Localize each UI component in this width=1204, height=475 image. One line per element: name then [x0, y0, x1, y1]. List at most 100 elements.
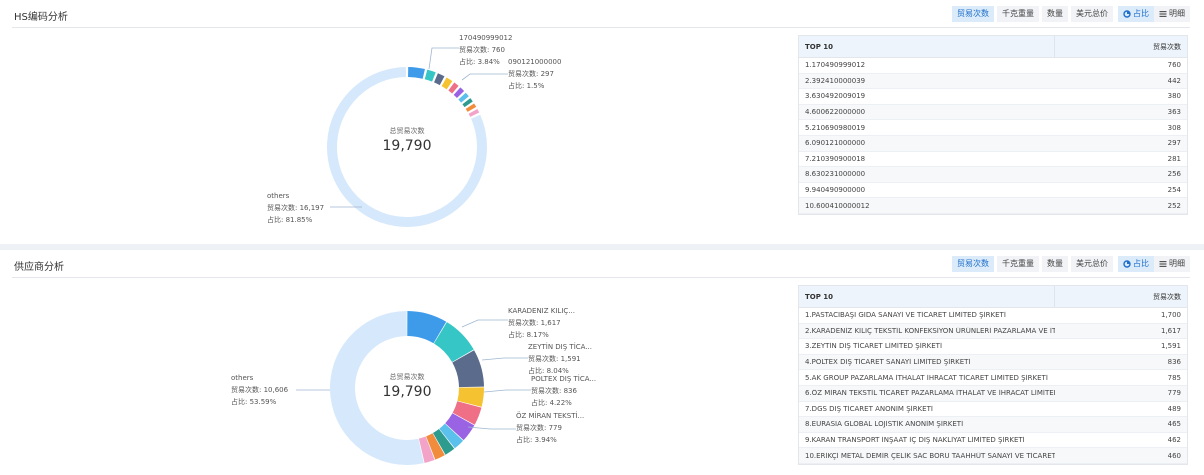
supplier-slice-7[interactable]: [439, 423, 464, 449]
supplier-annotation-2-name: ZEYTİN DIŞ TİCA...: [528, 343, 592, 351]
hs-table-row: 9.940490900000 254: [799, 183, 1187, 199]
supplier-slice-4[interactable]: [457, 387, 484, 407]
hs-row-value: 281: [1167, 154, 1181, 163]
supplier-row-label: 10.ERİKÇİ METAL DEMİR ÇELİK SAC BORU TAA…: [805, 451, 1055, 460]
supplier-annotation-others-pct: 占比: 53.59%: [231, 398, 277, 406]
hs-metric-weight-button[interactable]: 千克重量: [997, 6, 1039, 22]
supplier-annotation-others-count: 贸易次数: 10,606: [231, 386, 289, 394]
supplier-metric-quantity-button[interactable]: 数量: [1042, 256, 1068, 272]
supplier-donut-svg: [296, 311, 531, 465]
supplier-row-label: 7.DGS DIŞ TİCARET ANONİM ŞİRKETİ: [805, 404, 933, 413]
supplier-row-label: 1.PASTACIBAŞI GIDA SANAYİ VE TİCARET LİM…: [805, 311, 1006, 320]
supplier-table-row: 3.ZEYTİN DIŞ TİCARET LİMİTED ŞİRKETİ 1,59…: [799, 339, 1187, 355]
supplier-annotation-3-pct: 占比: 4.22%: [531, 399, 572, 407]
supplier-annotation-2: ZEYTİN DIŞ TİCA... 贸易次数: 1,591 占比: 8.04%: [528, 341, 592, 377]
hs-table-row: 4.600622000000 363: [799, 104, 1187, 121]
supplier-title-divider: [12, 277, 1190, 278]
hs-table-header: TOP 10 贸易次数: [799, 36, 1187, 58]
supplier-metric-weight-button[interactable]: 千克重量: [997, 256, 1039, 272]
list-icon: [1159, 11, 1167, 17]
hs-slice-4[interactable]: [441, 77, 453, 90]
hs-row-value: 254: [1167, 186, 1181, 195]
supplier-table-body: 1.PASTACIBAŞI GIDA SANAYİ VE TİCARET LİM…: [799, 308, 1187, 464]
hs-slice-6[interactable]: [453, 87, 465, 98]
hs-donut-center: 总贸易次数 19,790: [352, 126, 462, 154]
supplier-donut-center: 总贸易次数 19,790: [352, 372, 462, 400]
supplier-leader-line: [467, 426, 516, 430]
hs-row-label: 4.600622000000: [805, 108, 866, 117]
supplier-view-toggle: 占比 明细: [1118, 256, 1190, 272]
hs-row-value: 308: [1167, 123, 1181, 132]
supplier-annotation-2-pct: 占比: 8.04%: [528, 367, 569, 375]
supplier-row-value: 489: [1167, 404, 1181, 413]
supplier-table-row: 5.AK GROUP PAZARLAMA İTHALAT İHRACAT TİC…: [799, 370, 1187, 386]
hs-view-detail-button[interactable]: 明细: [1154, 6, 1190, 22]
supplier-table-row: 10.ERİKÇİ METAL DEMİR ÇELİK SAC BORU TAA…: [799, 448, 1187, 464]
supplier-row-value: 462: [1167, 436, 1181, 445]
hs-table-body: 1.170490999012 760 2.392410000039 442 3.6304…: [799, 58, 1187, 214]
supplier-annotation-4-name: ÖZ MİRAN TEKSTİ...: [516, 412, 585, 420]
hs-view-detail-label: 明细: [1169, 9, 1185, 18]
supplier-slice-6[interactable]: [445, 413, 475, 441]
hs-table-row: 8.630231000000 256: [799, 167, 1187, 183]
hs-slice-1[interactable]: [408, 67, 425, 79]
hs-annotation-2-pct: 占比: 1.5%: [508, 82, 545, 90]
supplier-row-value: 1,617: [1160, 326, 1181, 335]
hs-annotation-1-pct: 占比: 3.84%: [459, 58, 500, 66]
hs-title-divider: [12, 27, 1190, 28]
hs-slice-7[interactable]: [458, 92, 469, 103]
hs-table-row: 2.392410000039 442: [799, 73, 1187, 90]
supplier-slice-8[interactable]: [432, 429, 455, 455]
hs-annotation-1: 170490999012 贸易次数: 760 占比: 3.84%: [459, 32, 512, 68]
hs-slice-5[interactable]: [448, 82, 459, 94]
supplier-annotation-others-name: others: [231, 374, 254, 382]
hs-annotation-2: 090121000000 贸易次数: 297 占比: 1.5%: [508, 56, 561, 92]
hs-view-share-label: 占比: [1133, 9, 1149, 18]
hs-metric-trade-count-button[interactable]: 贸易次数: [952, 6, 994, 22]
hs-slice-8[interactable]: [462, 98, 473, 108]
supplier-annotation-3: POLTEX DIŞ TİCA... 贸易次数: 836 占比: 4.22%: [531, 373, 596, 409]
supplier-metric-usd-button[interactable]: 美元总价: [1071, 256, 1113, 272]
supplier-table-row: 1.PASTACIBAŞI GIDA SANAYİ VE TİCARET LİM…: [799, 308, 1187, 324]
supplier-annotation-1-count: 贸易次数: 1,617: [508, 319, 561, 327]
supplier-row-value: 1,700: [1160, 311, 1181, 320]
supplier-view-detail-button[interactable]: 明细: [1154, 256, 1190, 272]
supplier-analysis-panel: 供应商分析 贸易次数 千克重量 数量 美元总价 占比 明细 总贸易次数 19,7…: [0, 250, 1204, 475]
hs-view-share-button[interactable]: 占比: [1118, 6, 1154, 22]
supplier-center-value: 19,790: [382, 384, 432, 400]
hs-annotation-others-count: 贸易次数: 16,197: [267, 204, 325, 212]
supplier-table-header: TOP 10 贸易次数: [799, 286, 1187, 308]
supplier-metric-trade-count-button[interactable]: 贸易次数: [952, 256, 994, 272]
hs-leader-line: [461, 73, 508, 81]
supplier-slice-1[interactable]: [407, 311, 447, 344]
hs-row-label: 8.630231000000: [805, 170, 866, 179]
supplier-slice-3[interactable]: [452, 350, 484, 388]
hs-row-label: 6.090121000000: [805, 139, 866, 148]
hs-slice-9[interactable]: [465, 103, 477, 112]
hs-metric-quantity-button[interactable]: 数量: [1042, 6, 1068, 22]
supplier-slice-5[interactable]: [452, 401, 482, 425]
hs-row-value: 297: [1167, 139, 1181, 148]
supplier-annotation-1-pct: 占比: 8.17%: [508, 331, 549, 339]
supplier-leader-line: [481, 357, 528, 361]
hs-slice-3[interactable]: [434, 73, 445, 86]
hs-row-value: 760: [1167, 61, 1181, 70]
supplier-row-label: 8.EURASIA GLOBAL LOJİSTİK ANONİM ŞİRKETİ: [805, 420, 964, 429]
hs-slice-10[interactable]: [468, 108, 480, 117]
supplier-slice-9[interactable]: [426, 433, 445, 460]
hs-slice-2[interactable]: [424, 69, 436, 82]
supplier-panel-title: 供应商分析: [14, 262, 64, 273]
supplier-row-value: 779: [1167, 389, 1181, 398]
supplier-view-share-button[interactable]: 占比: [1118, 256, 1154, 272]
supplier-leader-line: [483, 389, 531, 393]
hs-row-value: 363: [1167, 108, 1181, 117]
supplier-slice-2[interactable]: [433, 322, 474, 363]
supplier-slice-10[interactable]: [418, 436, 435, 463]
supplier-row-label: 2.KARADENİZ KILIÇ TEKSTİL KONFEKSİYON ÜR…: [805, 326, 1055, 335]
supplier-annotation-others: others 贸易次数: 10,606 占比: 53.59%: [231, 372, 288, 408]
hs-metric-usd-button[interactable]: 美元总价: [1071, 6, 1113, 22]
supplier-slice-11[interactable]: [329, 311, 424, 465]
hs-annotation-2-name: 090121000000: [508, 58, 562, 66]
supplier-row-label: 3.ZEYTİN DIŞ TİCARET LİMİTED ŞİRKETİ: [805, 342, 943, 351]
supplier-leader-line: [461, 319, 508, 328]
